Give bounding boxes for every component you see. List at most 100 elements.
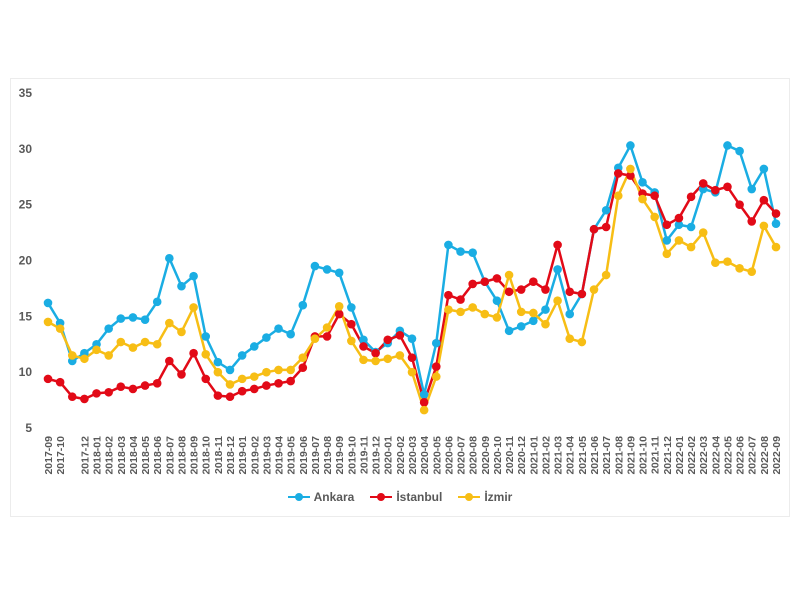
legend-item-ankara[interactable]: Ankara	[287, 490, 354, 504]
data-point-series-1[interactable]	[565, 287, 575, 297]
data-point-series-1[interactable]	[626, 171, 635, 180]
data-point-series-0[interactable]	[504, 326, 514, 336]
data-point-series-1[interactable]	[771, 209, 781, 218]
data-point-series-1[interactable]	[686, 192, 696, 202]
data-point-series-0[interactable]	[468, 248, 477, 257]
data-point-series-1[interactable]	[431, 362, 441, 371]
data-point-series-0[interactable]	[274, 324, 283, 333]
data-point-series-1[interactable]	[67, 392, 77, 402]
data-point-series-0[interactable]	[201, 332, 211, 341]
data-point-series-1[interactable]	[747, 217, 757, 226]
data-point-series-1[interactable]	[249, 384, 259, 394]
data-point-series-1[interactable]	[383, 335, 393, 345]
data-point-series-2[interactable]	[152, 339, 162, 349]
data-point-series-1[interactable]	[274, 379, 283, 388]
data-point-series-2[interactable]	[468, 303, 477, 312]
data-point-series-2[interactable]	[371, 356, 380, 366]
data-point-series-1[interactable]	[213, 391, 223, 400]
data-point-series-2[interactable]	[698, 228, 708, 237]
data-point-series-2[interactable]	[662, 249, 672, 259]
data-point-series-0[interactable]	[723, 141, 732, 150]
data-point-series-2[interactable]	[334, 301, 344, 311]
data-point-series-1[interactable]	[553, 240, 562, 250]
data-point-series-0[interactable]	[662, 236, 672, 245]
data-point-series-2[interactable]	[43, 317, 53, 327]
data-point-series-0[interactable]	[565, 309, 575, 319]
data-point-series-0[interactable]	[116, 314, 126, 323]
data-point-series-1[interactable]	[347, 319, 356, 329]
data-point-series-1[interactable]	[262, 381, 271, 390]
data-point-series-2[interactable]	[249, 372, 259, 381]
data-point-series-2[interactable]	[80, 354, 89, 364]
data-point-series-1[interactable]	[298, 363, 308, 373]
data-point-series-2[interactable]	[419, 405, 429, 415]
data-point-series-2[interactable]	[310, 334, 320, 343]
data-point-series-2[interactable]	[262, 367, 271, 377]
data-point-series-2[interactable]	[347, 336, 356, 346]
data-point-series-0[interactable]	[759, 164, 769, 174]
data-point-series-2[interactable]	[553, 296, 562, 306]
data-point-series-2[interactable]	[274, 365, 283, 375]
data-point-series-1[interactable]	[759, 195, 769, 205]
data-point-series-2[interactable]	[759, 221, 769, 231]
data-point-series-0[interactable]	[747, 184, 757, 194]
data-point-series-0[interactable]	[686, 222, 696, 232]
data-point-series-1[interactable]	[711, 185, 720, 195]
data-point-series-2[interactable]	[165, 318, 174, 328]
data-point-series-2[interactable]	[322, 323, 332, 332]
data-point-series-0[interactable]	[444, 240, 453, 250]
data-point-series-1[interactable]	[322, 332, 332, 341]
data-point-series-2[interactable]	[189, 303, 198, 312]
data-point-series-1[interactable]	[589, 224, 599, 234]
data-point-series-2[interactable]	[298, 353, 308, 362]
data-point-series-0[interactable]	[140, 315, 150, 324]
data-point-series-1[interactable]	[601, 222, 611, 232]
data-point-series-1[interactable]	[674, 213, 684, 223]
data-point-series-1[interactable]	[662, 220, 672, 230]
data-point-series-1[interactable]	[492, 274, 502, 283]
data-point-series-0[interactable]	[322, 265, 332, 274]
data-point-series-2[interactable]	[577, 337, 587, 347]
data-point-series-0[interactable]	[104, 324, 113, 333]
data-point-series-1[interactable]	[735, 200, 744, 209]
data-point-series-0[interactable]	[431, 338, 441, 348]
data-point-series-2[interactable]	[383, 354, 393, 364]
data-point-series-2[interactable]	[504, 270, 514, 280]
data-point-series-1[interactable]	[80, 394, 89, 404]
data-point-series-0[interactable]	[541, 305, 550, 314]
legend-item-istanbul[interactable]: İstanbul	[370, 490, 442, 504]
data-point-series-0[interactable]	[298, 300, 308, 310]
data-point-series-2[interactable]	[589, 285, 599, 294]
data-point-series-2[interactable]	[55, 324, 65, 333]
data-point-series-2[interactable]	[626, 164, 635, 174]
data-point-series-2[interactable]	[237, 374, 247, 384]
data-point-series-0[interactable]	[359, 335, 368, 345]
data-point-series-2[interactable]	[541, 319, 550, 329]
data-point-series-1[interactable]	[189, 348, 198, 358]
data-point-series-2[interactable]	[213, 367, 223, 377]
data-point-series-1[interactable]	[334, 309, 344, 319]
data-point-series-2[interactable]	[480, 309, 490, 319]
data-point-series-1[interactable]	[201, 374, 211, 384]
data-point-series-0[interactable]	[152, 297, 162, 307]
data-point-series-2[interactable]	[407, 367, 417, 377]
data-point-series-0[interactable]	[43, 298, 53, 308]
data-point-series-0[interactable]	[638, 178, 647, 187]
data-point-series-2[interactable]	[492, 313, 502, 322]
data-point-series-0[interactable]	[128, 313, 138, 322]
data-point-series-0[interactable]	[213, 357, 223, 367]
data-point-series-1[interactable]	[165, 356, 174, 366]
data-point-series-1[interactable]	[152, 379, 162, 388]
data-point-series-1[interactable]	[407, 353, 417, 362]
data-point-series-0[interactable]	[407, 334, 417, 343]
data-point-series-0[interactable]	[492, 296, 502, 306]
data-point-series-1[interactable]	[237, 386, 247, 396]
data-point-series-2[interactable]	[431, 372, 441, 381]
data-point-series-2[interactable]	[516, 307, 526, 317]
data-point-series-0[interactable]	[419, 390, 429, 399]
data-point-series-2[interactable]	[444, 305, 453, 314]
data-point-series-0[interactable]	[347, 303, 356, 312]
data-point-series-0[interactable]	[601, 205, 611, 215]
data-point-series-1[interactable]	[480, 277, 490, 287]
data-point-series-2[interactable]	[116, 337, 126, 347]
